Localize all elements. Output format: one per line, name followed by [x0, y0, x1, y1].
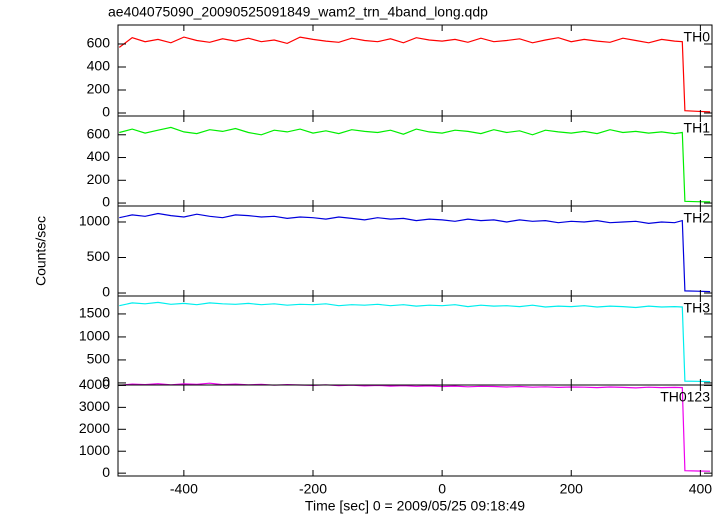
panel-label: TH0123: [660, 389, 710, 405]
y-tick-label: 500: [87, 248, 111, 264]
panel-frame: [117, 205, 713, 297]
data-line: [118, 36, 711, 113]
panel-label: TH1: [684, 120, 711, 136]
y-tick-label: 600: [87, 35, 111, 51]
y-tick-label: 200: [87, 171, 111, 187]
y-tick-label: 200: [87, 81, 111, 97]
y-tick-label: 400: [87, 58, 111, 74]
x-tick-label: 0: [438, 481, 446, 497]
data-line: [119, 301, 711, 383]
y-tick-label: 500: [87, 351, 111, 367]
data-line: [119, 212, 711, 293]
panel-label: TH0: [684, 29, 711, 45]
x-axis-label: Time [sec] 0 = 2009/05/25 09:18:49: [305, 498, 525, 514]
y-tick-label: 0: [102, 284, 110, 300]
y-tick-label: 0: [102, 374, 110, 390]
y-tick-label: 2000: [79, 420, 110, 436]
y-tick-label: 0: [102, 464, 110, 480]
y-tick-label: 1500: [79, 305, 110, 321]
y-tick-label: 1000: [79, 442, 110, 458]
y-tick-label: 600: [87, 125, 111, 141]
x-tick-label: 400: [689, 481, 713, 497]
y-tick-label: 4000: [79, 376, 110, 392]
x-tick-label: -200: [299, 481, 327, 497]
x-tick-label: 200: [560, 481, 584, 497]
x-tick-label: -400: [170, 481, 198, 497]
chart-title: ae404075090_20090525091849_wam2_trn_4ban…: [108, 4, 488, 20]
y-tick-label: 1000: [79, 328, 110, 344]
data-line: [119, 126, 711, 203]
y-axis-label: Counts/sec: [33, 216, 49, 286]
y-tick-label: 400: [87, 148, 111, 164]
panel-label: TH3: [684, 300, 711, 316]
y-tick-label: 0: [102, 194, 110, 210]
panel-frame: [117, 384, 713, 477]
panel-frame: [117, 295, 713, 386]
y-tick-label: 0: [102, 104, 110, 120]
data-line: [119, 382, 711, 472]
panel-label: TH2: [684, 210, 711, 226]
y-tick-label: 1000: [79, 213, 110, 229]
y-tick-label: 3000: [79, 398, 110, 414]
